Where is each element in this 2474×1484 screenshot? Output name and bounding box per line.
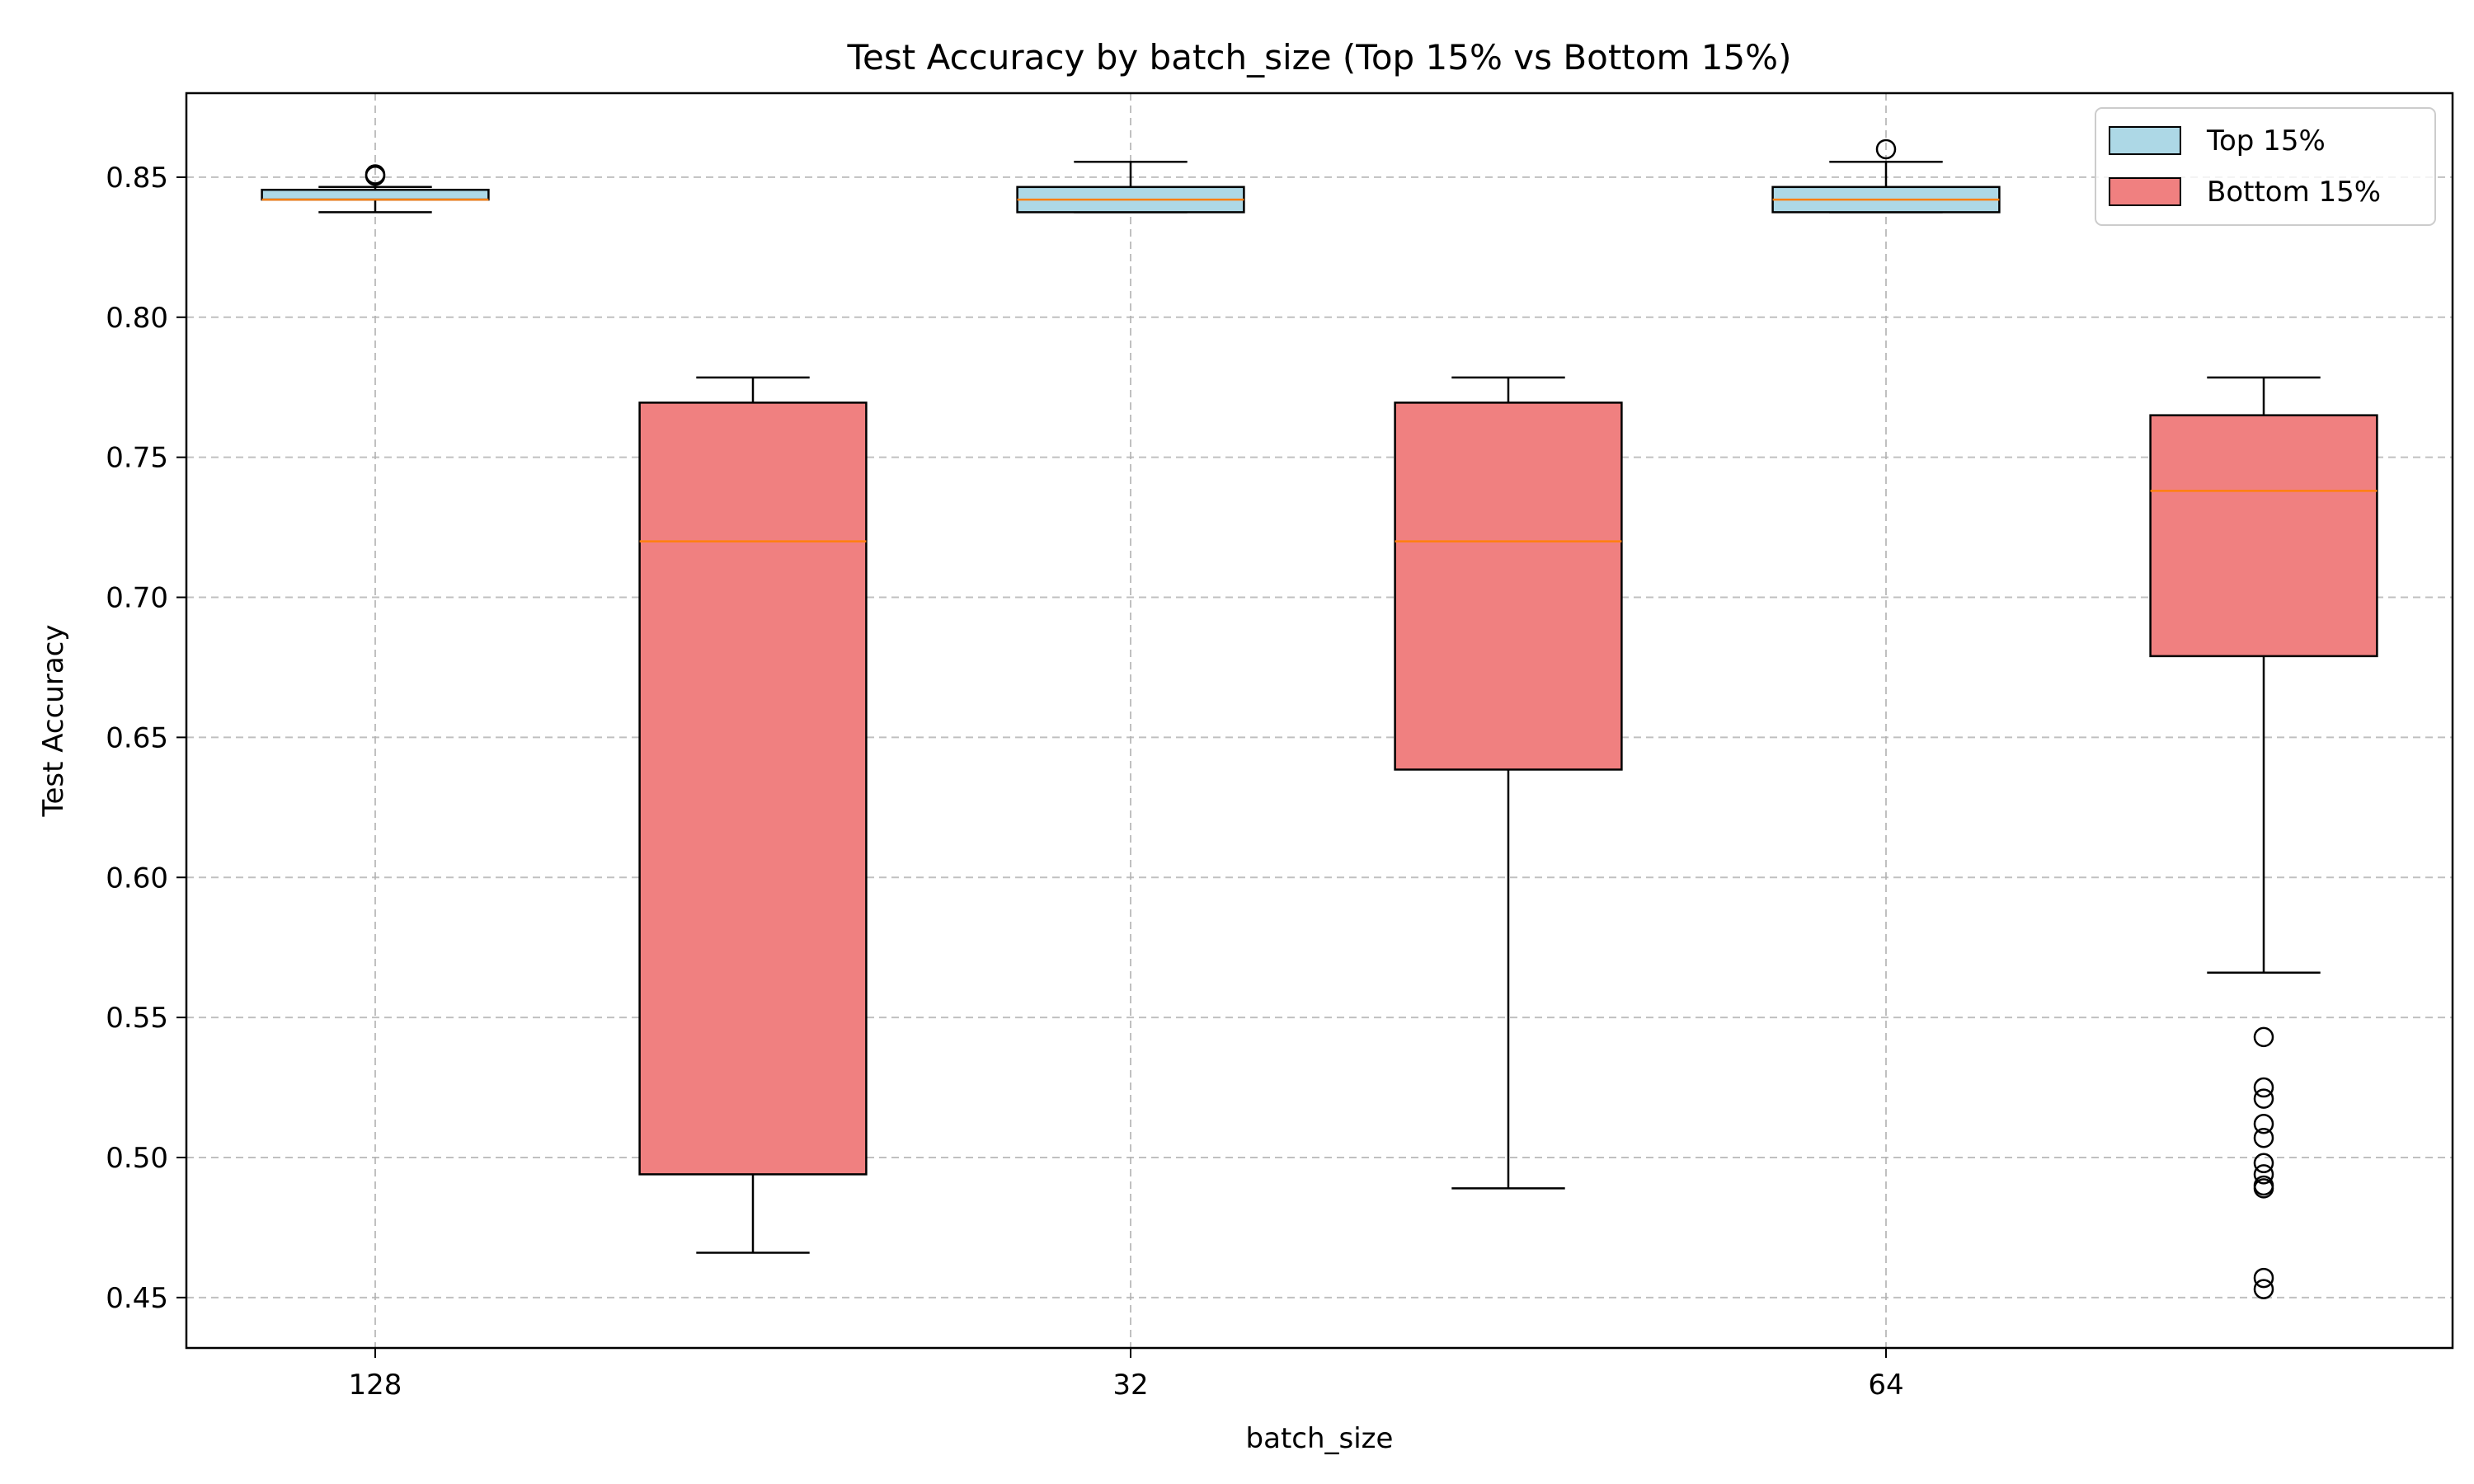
chart-title: Test Accuracy by batch_size (Top 15% vs … (847, 37, 1792, 77)
legend-swatch-top (2109, 126, 2181, 155)
outlier-point (2253, 1279, 2274, 1299)
box-bottom-32 (1394, 376, 1623, 1190)
box-body (261, 188, 490, 201)
outlier-point (365, 165, 386, 186)
outlier-point (1875, 139, 1897, 160)
box-top-128 (261, 164, 490, 214)
y-tick-label: 0.65 (106, 721, 168, 754)
legend-label-bottom: Bottom 15% (2207, 176, 2381, 209)
grid-layer (186, 93, 2453, 1348)
axis-layer: 0.45 0.50 0.55 0.60 0.65 0.70 0.75 0.80 0.85 128 3… (106, 162, 1903, 1402)
outlier-point (2253, 1026, 2274, 1048)
outlier-point (2253, 1267, 2274, 1289)
y-axis-title: Test Accuracy (37, 625, 70, 818)
x-axis-title: batch_size (1246, 1422, 1394, 1455)
box-bottom-128 (638, 376, 868, 1254)
outlier-point (2253, 1077, 2274, 1098)
y-tick-label: 0.50 (106, 1142, 168, 1175)
outlier-point (2253, 1178, 2274, 1199)
y-tick-label: 0.80 (106, 302, 168, 335)
y-tick-label: 0.55 (106, 1002, 168, 1035)
y-tick-label: 0.70 (106, 582, 168, 615)
x-tick-label: 64 (1868, 1369, 1903, 1402)
x-tick-label: 128 (349, 1369, 402, 1402)
outlier-point (2253, 1153, 2274, 1174)
legend-swatch-bottom (2109, 177, 2181, 206)
box-top-64 (1771, 139, 2001, 214)
x-tick-label: 32 (1112, 1369, 1148, 1402)
legend: Top 15% Bottom 15% (2095, 107, 2436, 226)
box-body (2149, 414, 2378, 658)
y-tick-label: 0.85 (106, 162, 168, 195)
box-top-32 (1016, 160, 1245, 214)
box-body (1394, 402, 1623, 771)
box-body (638, 402, 868, 1176)
y-tick-label: 0.75 (106, 442, 168, 475)
y-tick-label: 0.45 (106, 1282, 168, 1315)
outlier-point (2253, 1113, 2274, 1134)
y-tick-label: 0.60 (106, 862, 168, 895)
plot-frame (185, 92, 2454, 1350)
outlier-point (2253, 1127, 2274, 1148)
legend-label-top: Top 15% (2206, 124, 2326, 157)
box-layer (261, 139, 2378, 1299)
box-bottom-64 (2149, 376, 2378, 1299)
outlier-point (2253, 1088, 2274, 1109)
outlier-point (2253, 1164, 2274, 1185)
